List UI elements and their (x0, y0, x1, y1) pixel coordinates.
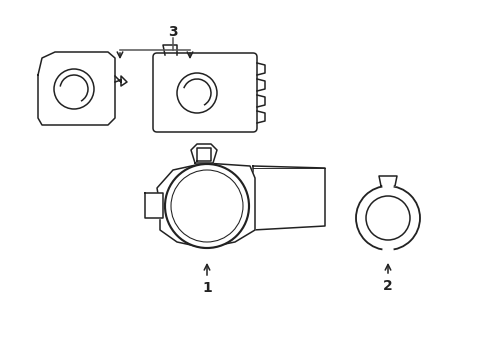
Polygon shape (191, 144, 217, 163)
Circle shape (177, 73, 217, 113)
Polygon shape (379, 176, 397, 186)
Polygon shape (38, 52, 115, 125)
FancyBboxPatch shape (153, 53, 257, 132)
Circle shape (171, 170, 243, 242)
Circle shape (54, 69, 94, 109)
Polygon shape (155, 55, 255, 130)
Polygon shape (253, 166, 325, 230)
Text: 3: 3 (168, 25, 178, 39)
Polygon shape (145, 193, 163, 218)
Polygon shape (157, 163, 255, 248)
Circle shape (366, 196, 410, 240)
Circle shape (165, 164, 249, 248)
Circle shape (356, 186, 420, 250)
Text: 1: 1 (202, 281, 212, 295)
Text: 2: 2 (383, 279, 393, 293)
